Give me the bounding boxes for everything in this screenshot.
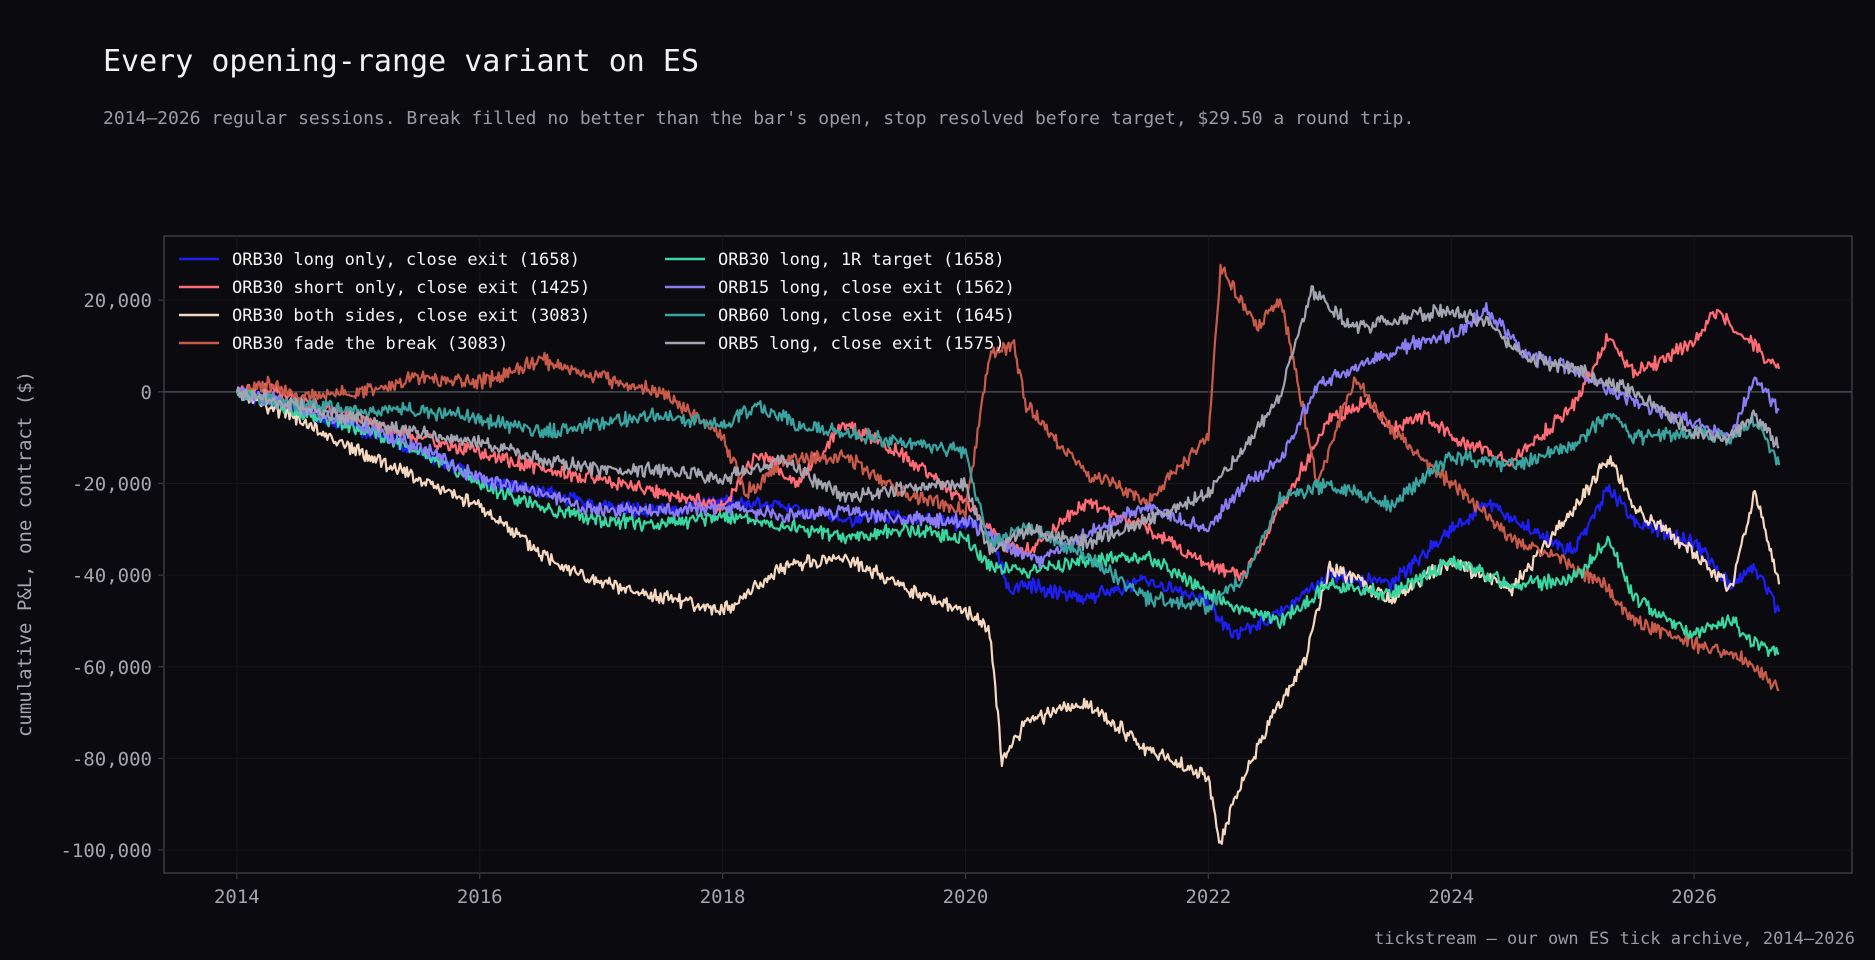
legend-item: ORB15 long, close exit (1562) [665, 278, 1015, 298]
legend-item: ORB30 long, 1R target (1658) [665, 250, 1005, 270]
chart-title: Every opening-range variant on ES [103, 44, 700, 79]
legend-label: ORB30 fade the break (3083) [232, 334, 508, 354]
legend-item: ORB30 both sides, close exit (3083) [179, 306, 590, 326]
series-line [235, 386, 1781, 641]
x-tick-label: 2020 [943, 886, 989, 908]
legend-label: ORB30 short only, close exit (1425) [232, 278, 590, 298]
chart-subtitle: 2014–2026 regular sessions. Break filled… [103, 108, 1415, 129]
x-tick-label: 2022 [1185, 886, 1231, 908]
y-tick-label: -60,000 [72, 657, 152, 679]
y-tick-label: -20,000 [72, 473, 152, 495]
series-line [235, 263, 1780, 692]
series-line [235, 285, 1780, 556]
x-tick-label: 2016 [457, 886, 503, 908]
series-line [235, 302, 1780, 569]
x-tick-label: 2018 [700, 886, 746, 908]
legend-item: ORB5 long, close exit (1575) [665, 334, 1005, 354]
y-tick-label: -100,000 [60, 840, 152, 862]
x-axis: 2014 2016 2018 2020 2022 2024 2026 [214, 873, 1717, 908]
y-tick-label: -80,000 [72, 748, 152, 770]
series-line [235, 390, 1781, 845]
legend-label: ORB15 long, close exit (1562) [718, 278, 1015, 298]
grid-lines [164, 236, 1852, 873]
legend-item: ORB30 fade the break (3083) [179, 334, 508, 354]
legend-item: ORB30 long only, close exit (1658) [179, 250, 580, 270]
x-tick-label: 2026 [1671, 886, 1717, 908]
x-tick-label: 2014 [214, 886, 260, 908]
plot-area [163, 235, 1853, 874]
source-footer: tickstream — our own ES tick archive, 20… [1373, 929, 1855, 949]
y-tick-label: 0 [141, 382, 152, 404]
y-tick-label: -40,000 [72, 565, 152, 587]
legend-item: ORB30 short only, close exit (1425) [179, 278, 590, 298]
y-tick-label: 20,000 [83, 290, 152, 312]
legend-label: ORB30 both sides, close exit (3083) [232, 306, 590, 326]
legend-label: ORB30 long, 1R target (1658) [718, 250, 1005, 270]
legend-label: ORB60 long, close exit (1645) [718, 306, 1015, 326]
y-axis: 20,000 0 -20,000 -40,000 -60,000 -80,000 -100,… [60, 290, 164, 862]
y-axis-label: cumulative P&L, one contract ($) [14, 371, 36, 737]
legend-label: ORB30 long only, close exit (1658) [232, 250, 580, 270]
series-group [235, 263, 1781, 845]
legend: ORB30 long only, close exit (1658) ORB30 … [179, 250, 1015, 354]
legend-label: ORB5 long, close exit (1575) [718, 334, 1005, 354]
legend-item: ORB60 long, close exit (1645) [665, 306, 1015, 326]
x-tick-label: 2024 [1428, 886, 1474, 908]
